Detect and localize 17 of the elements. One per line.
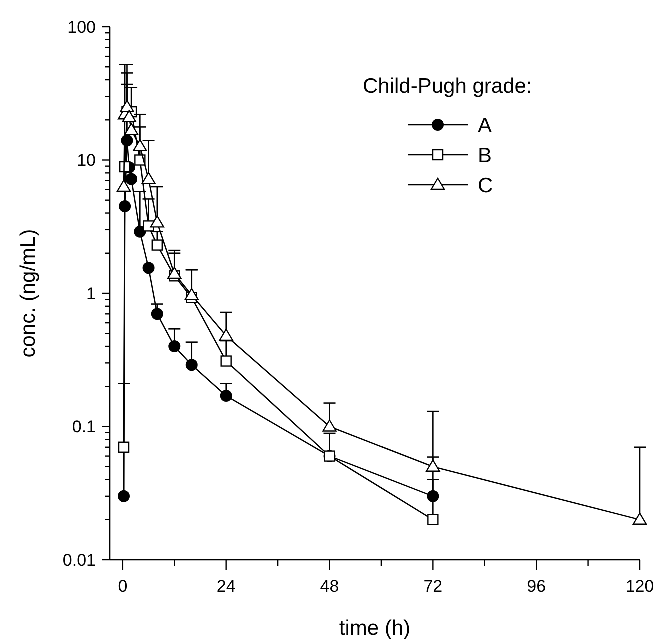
x-tick-label: 120 <box>626 577 654 596</box>
y-tick-label: 10 <box>77 151 96 170</box>
legend-label: A <box>478 114 492 138</box>
y-tick-label: 1 <box>86 284 96 304</box>
x-tick-label: 96 <box>527 577 546 596</box>
legend-title: Child-Pugh grade: <box>363 75 532 98</box>
legend-label: B <box>478 144 492 168</box>
y-axis-title: conc. (ng/mL) <box>17 229 40 358</box>
x-tick-label: 24 <box>216 577 236 596</box>
legend-label: C <box>478 174 494 198</box>
y-tick-label: 100 <box>68 18 96 37</box>
x-tick-label: 72 <box>424 577 443 596</box>
y-tick-label: 0.01 <box>62 550 96 570</box>
x-tick-label: 48 <box>320 577 340 596</box>
x-axis-title: time (h) <box>339 617 411 640</box>
y-tick-label: 0.1 <box>72 418 96 437</box>
x-tick-label: 0 <box>118 577 128 596</box>
